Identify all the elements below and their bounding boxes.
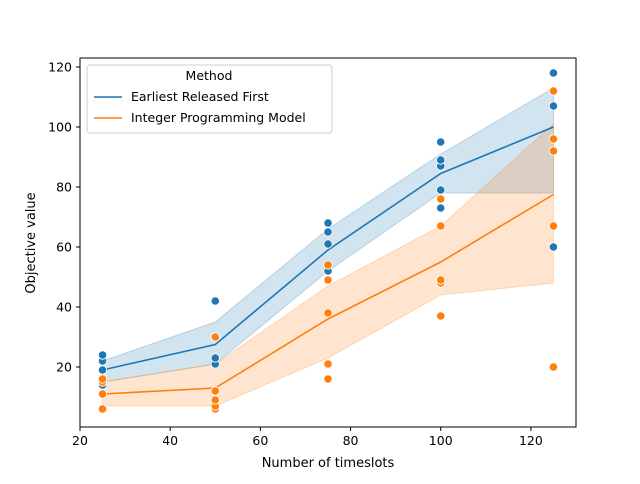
x-axis-label: Number of timeslots: [262, 456, 395, 471]
point-series-0-6: [210, 353, 220, 363]
point-series-1-17: [436, 221, 446, 231]
point-series-0-9: [323, 239, 333, 249]
point-series-1-11: [323, 308, 333, 318]
point-series-0-10: [323, 227, 333, 237]
point-series-1-18: [436, 194, 446, 204]
point-series-1-22: [548, 134, 559, 144]
point-series-0-15: [436, 155, 446, 165]
x-axis: 20 40 60 80 100 120: [72, 427, 543, 448]
x-tick-label-5: 120: [519, 433, 543, 448]
point-series-0-17: [548, 242, 559, 252]
mean-line-series-1: [102, 193, 554, 395]
point-series-1-8: [210, 332, 220, 342]
point-series-0-4: [97, 350, 108, 360]
y-tick-label-0: 20: [56, 360, 72, 375]
point-series-1-0: [97, 404, 108, 414]
legend-label-series-0: Earliest Released First: [131, 89, 269, 104]
y-tick-label-2: 60: [56, 240, 72, 255]
legend-box: [86, 64, 333, 134]
point-series-0-13: [436, 185, 446, 195]
point-series-0-18: [548, 101, 559, 111]
x-tick-label-4: 100: [429, 433, 453, 448]
plot-area: [97, 68, 559, 414]
point-series-1-12: [323, 275, 333, 285]
ci-band-series-1: [102, 122, 554, 407]
plot-frame: [79, 57, 577, 428]
point-series-1-19: [548, 362, 559, 372]
point-series-1-3: [97, 374, 108, 384]
x-tick-label-0: 20: [72, 433, 88, 448]
point-series-0-2: [97, 365, 108, 375]
legend-title: Method: [186, 68, 233, 83]
y-axis-label: Objective value: [24, 192, 39, 293]
point-series-0-7: [210, 296, 220, 306]
x-tick-label-1: 40: [162, 433, 178, 448]
y-axis: 20 40 60 80 100 120: [48, 60, 80, 375]
point-series-1-10: [323, 359, 333, 369]
point-series-1-7: [210, 386, 220, 396]
y-tick-label-5: 120: [48, 60, 72, 75]
point-series-0-11: [323, 218, 333, 228]
point-series-0-19: [548, 68, 559, 78]
point-series-1-13: [323, 260, 333, 270]
x-tick-label-2: 60: [252, 433, 268, 448]
point-series-1-23: [548, 86, 559, 96]
point-series-1-1: [97, 389, 108, 399]
y-tick-label-4: 100: [48, 120, 72, 135]
point-series-0-12: [436, 203, 446, 213]
point-series-1-14: [436, 311, 446, 321]
point-series-1-16: [436, 275, 446, 285]
point-series-1-21: [548, 146, 559, 156]
point-series-1-6: [210, 395, 220, 405]
x-tick-label-3: 80: [343, 433, 359, 448]
mean-line-series-0: [102, 126, 554, 371]
legend-label-series-1: Integer Programming Model: [131, 110, 306, 125]
y-tick-label-1: 40: [56, 300, 72, 315]
legend: Method Earliest Released First Integer P…: [86, 64, 333, 134]
point-series-0-16: [436, 137, 446, 147]
point-series-1-20: [548, 221, 559, 231]
point-series-1-9: [323, 374, 333, 384]
y-tick-label-3: 80: [56, 180, 72, 195]
